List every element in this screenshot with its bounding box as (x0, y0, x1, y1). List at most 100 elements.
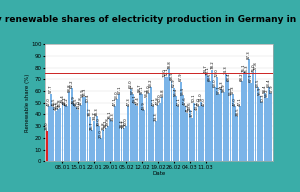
Bar (173, 88, 175, 161)
Text: 58.7: 58.7 (138, 84, 142, 92)
Bar (143, 110, 145, 161)
Bar (241, 81, 243, 161)
Text: 47.1: 47.1 (151, 97, 155, 106)
Text: 30.0: 30.0 (124, 117, 128, 126)
Text: 50.4: 50.4 (85, 93, 89, 102)
Text: 41.4: 41.4 (185, 104, 189, 113)
Bar (264, 93, 266, 161)
Bar (59, 108, 61, 161)
Text: 48.1: 48.1 (63, 96, 67, 105)
Text: 49.1: 49.1 (133, 95, 137, 103)
Text: 62.2: 62.2 (70, 79, 74, 88)
Text: 57.3: 57.3 (231, 85, 235, 94)
Bar (225, 74, 227, 161)
Bar (118, 94, 120, 161)
Bar (270, 94, 272, 161)
Text: 53.0: 53.0 (115, 90, 119, 99)
Bar (73, 104, 75, 161)
Bar (64, 105, 66, 161)
Bar (86, 102, 88, 161)
Text: 57.1: 57.1 (117, 85, 121, 94)
Bar (136, 106, 138, 161)
Bar (52, 107, 54, 161)
Text: 63.4: 63.4 (267, 78, 271, 87)
Bar (232, 94, 234, 161)
Text: 57.7: 57.7 (49, 85, 53, 93)
Text: 28.1: 28.1 (103, 119, 108, 128)
Text: 76.1: 76.1 (242, 63, 246, 72)
Text: 43.2: 43.2 (54, 102, 58, 110)
Text: 47.1: 47.1 (113, 97, 117, 106)
Bar (109, 119, 111, 161)
Bar (259, 96, 261, 161)
Text: 68.4: 68.4 (226, 72, 230, 81)
Text: 78.8: 78.8 (167, 60, 171, 69)
Text: 68.9: 68.9 (169, 72, 173, 80)
Bar (186, 113, 188, 161)
Bar (261, 102, 263, 161)
Bar (75, 107, 77, 161)
Bar (220, 89, 222, 161)
Text: 47.4: 47.4 (135, 97, 140, 105)
Text: 47.2: 47.2 (65, 97, 69, 106)
Bar (139, 93, 141, 161)
Text: 55.9: 55.9 (258, 87, 262, 95)
Bar (252, 72, 254, 161)
Bar (146, 98, 148, 161)
Bar (84, 97, 86, 161)
Text: 62.9: 62.9 (172, 79, 176, 87)
Bar (193, 103, 195, 161)
Text: 47.1: 47.1 (238, 97, 242, 106)
Text: 43.1: 43.1 (194, 102, 199, 110)
Bar (230, 95, 232, 161)
Text: 57.9: 57.9 (269, 84, 273, 93)
Text: 38.5: 38.5 (235, 107, 239, 116)
Text: 68.2: 68.2 (240, 72, 244, 81)
Text: 63.5: 63.5 (256, 78, 260, 87)
Text: 51.0: 51.0 (199, 93, 203, 101)
Bar (254, 70, 256, 161)
Text: 47.0: 47.0 (201, 97, 205, 106)
Text: 47.8: 47.8 (79, 96, 83, 105)
Text: 47.0: 47.0 (197, 97, 201, 106)
Text: 76.0: 76.0 (251, 63, 255, 72)
Bar (82, 97, 84, 161)
Bar (100, 138, 102, 161)
Bar (132, 94, 134, 161)
Text: 37.1: 37.1 (190, 109, 194, 118)
Bar (152, 106, 154, 161)
Text: 36.1: 36.1 (108, 110, 112, 119)
Bar (130, 89, 132, 161)
Bar (248, 59, 250, 161)
Text: 26.0: 26.0 (45, 122, 49, 131)
Text: 63.2: 63.2 (149, 78, 153, 87)
Bar (102, 130, 104, 161)
Bar (266, 98, 268, 161)
Bar (96, 116, 98, 161)
Bar (164, 77, 166, 161)
Bar (161, 97, 164, 161)
Bar (257, 87, 259, 161)
Text: 29.8: 29.8 (106, 117, 110, 126)
Bar (243, 72, 245, 161)
Text: 78.2: 78.2 (210, 61, 214, 69)
Bar (202, 106, 204, 161)
Text: 72.1: 72.1 (165, 68, 169, 76)
Bar (89, 117, 91, 161)
Bar (209, 81, 211, 161)
Bar (239, 106, 241, 161)
Bar (196, 111, 197, 161)
Text: 56.2: 56.2 (229, 87, 232, 95)
Text: 72.0: 72.0 (163, 68, 167, 77)
Text: 38.2: 38.2 (88, 108, 92, 116)
Bar (227, 81, 229, 161)
Bar (68, 92, 70, 161)
Bar (154, 121, 157, 161)
Text: 61.3: 61.3 (220, 80, 224, 89)
Text: 55.4: 55.4 (174, 88, 178, 96)
Text: 62.0: 62.0 (129, 80, 133, 88)
Text: 57.3: 57.3 (131, 85, 135, 94)
Text: 38.3: 38.3 (94, 107, 98, 116)
Bar (198, 106, 200, 161)
Text: 67.9: 67.9 (178, 73, 183, 81)
